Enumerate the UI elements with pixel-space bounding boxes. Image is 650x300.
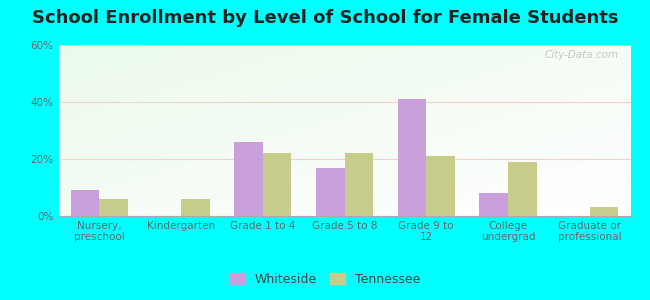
- Bar: [426, 156, 455, 216]
- Bar: [590, 208, 618, 216]
- Text: School Enrollment by Level of School for Female Students: School Enrollment by Level of School for…: [32, 9, 618, 27]
- Bar: [316, 167, 344, 216]
- Bar: [398, 99, 426, 216]
- Text: City-Data.com: City-Data.com: [545, 50, 619, 60]
- Bar: [508, 162, 536, 216]
- Bar: [234, 142, 263, 216]
- Bar: [71, 190, 99, 216]
- Bar: [99, 199, 128, 216]
- Bar: [479, 193, 508, 216]
- Bar: [263, 153, 291, 216]
- Bar: [344, 153, 373, 216]
- Bar: [181, 199, 210, 216]
- Legend: Whiteside, Tennessee: Whiteside, Tennessee: [225, 268, 425, 291]
